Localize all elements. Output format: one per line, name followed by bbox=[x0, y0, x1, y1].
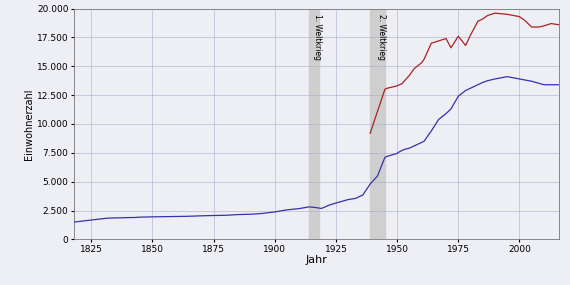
Text: 1. Weltkrieg: 1. Weltkrieg bbox=[313, 14, 322, 60]
Text: 2. Weltkrieg: 2. Weltkrieg bbox=[377, 14, 386, 60]
Bar bbox=[370, 9, 385, 239]
X-axis label: Jahr: Jahr bbox=[306, 255, 327, 265]
Bar bbox=[309, 9, 319, 239]
Y-axis label: Einwohnerzahl: Einwohnerzahl bbox=[24, 88, 34, 160]
